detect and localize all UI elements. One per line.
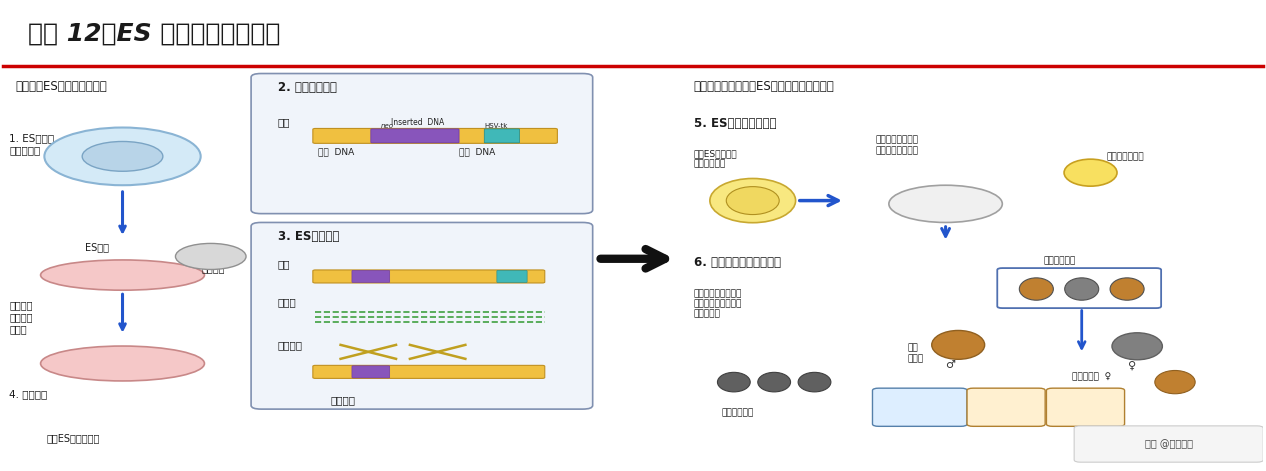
- Text: Egg: Egg: [1079, 402, 1093, 411]
- FancyBboxPatch shape: [496, 270, 527, 283]
- Text: HSV-tk: HSV-tk: [485, 123, 508, 130]
- Text: ♀: ♀: [1128, 360, 1137, 370]
- Text: 中靶基因: 中靶基因: [330, 395, 356, 405]
- Ellipse shape: [798, 373, 830, 392]
- Text: neo: neo: [381, 123, 394, 130]
- Text: ♂: ♂: [946, 360, 956, 370]
- Text: 图表 12：ES 细胞打靶技术流程: 图表 12：ES 细胞打靶技术流程: [28, 21, 280, 45]
- FancyBboxPatch shape: [872, 388, 967, 426]
- Ellipse shape: [758, 373, 790, 392]
- Text: 雄性嵌合体小鼠与野
生型小鼠交配获得基
因敲除小鼠: 雄性嵌合体小鼠与野 生型小鼠交配获得基 因敲除小鼠: [694, 289, 742, 319]
- FancyBboxPatch shape: [371, 129, 460, 143]
- Ellipse shape: [1112, 333, 1162, 360]
- Text: Sperm: Sperm: [903, 402, 928, 411]
- Text: 注射后的囊胚移植
到假孕小鼠子宫内: 注射后的囊胚移植 到假孕小鼠子宫内: [875, 136, 918, 155]
- Text: 载体: 载体: [277, 259, 290, 269]
- Text: 嵌合
体小鼠: 嵌合 体小鼠: [908, 343, 924, 363]
- FancyBboxPatch shape: [251, 73, 592, 214]
- Text: neo: neo: [356, 276, 368, 282]
- Circle shape: [82, 141, 163, 171]
- FancyBboxPatch shape: [313, 129, 557, 143]
- Text: 嵌合小鼠出生: 嵌合小鼠出生: [1044, 256, 1076, 266]
- FancyBboxPatch shape: [313, 365, 544, 378]
- Text: neo: neo: [356, 372, 368, 377]
- FancyBboxPatch shape: [485, 129, 519, 143]
- Text: 同源  DNA: 同源 DNA: [460, 147, 495, 156]
- Text: ES细胞: ES细胞: [85, 243, 109, 252]
- FancyBboxPatch shape: [352, 270, 390, 283]
- Text: 头条 @未来智库: 头条 @未来智库: [1144, 439, 1193, 449]
- Text: Egg: Egg: [999, 402, 1013, 411]
- Text: 野生型小鼠  ♀: 野生型小鼠 ♀: [1071, 373, 1110, 382]
- FancyBboxPatch shape: [313, 270, 544, 283]
- Text: 中靶ES细胞注射
到小鼠囊胚腔: 中靶ES细胞注射 到小鼠囊胚腔: [694, 149, 737, 169]
- Text: 靶基因: 靶基因: [277, 297, 296, 307]
- Text: 中靶ES细胞的扩增: 中靶ES细胞的扩增: [47, 433, 100, 443]
- Ellipse shape: [1019, 278, 1053, 300]
- Text: 4. 药物筛选: 4. 药物筛选: [9, 389, 47, 399]
- Text: 载体: 载体: [277, 117, 290, 127]
- Text: 5. ES细胞囊胚腔注射: 5. ES细胞囊胚腔注射: [694, 117, 776, 130]
- Text: 嵌合的内细胞团: 嵌合的内细胞团: [1106, 153, 1144, 162]
- Ellipse shape: [889, 185, 1003, 222]
- FancyBboxPatch shape: [1047, 388, 1124, 426]
- Ellipse shape: [932, 331, 985, 359]
- Circle shape: [44, 128, 201, 185]
- Circle shape: [176, 244, 246, 269]
- Ellipse shape: [1065, 278, 1099, 300]
- Text: 2. 打靶载体构建: 2. 打靶载体构建: [277, 81, 337, 94]
- Text: HSV-tk: HSV-tk: [491, 276, 515, 282]
- Ellipse shape: [1110, 278, 1144, 300]
- Ellipse shape: [1063, 159, 1117, 186]
- Ellipse shape: [727, 187, 779, 215]
- Text: 少量的细
胞携带中
靶基因: 少量的细 胞携带中 靶基因: [9, 300, 33, 334]
- Text: 3. ES细胞电转: 3. ES细胞电转: [277, 230, 339, 243]
- Ellipse shape: [41, 260, 204, 290]
- FancyBboxPatch shape: [1074, 426, 1263, 462]
- Text: Inserted  DNA: Inserted DNA: [391, 118, 444, 127]
- FancyBboxPatch shape: [967, 388, 1046, 426]
- Text: 第二步：从基因敲除ES细胞到基因敲除小鼠: 第二步：从基因敲除ES细胞到基因敲除小鼠: [694, 80, 834, 93]
- Text: 1. ES细胞的
分离与培养: 1. ES细胞的 分离与培养: [9, 133, 54, 154]
- Ellipse shape: [710, 179, 795, 223]
- FancyBboxPatch shape: [251, 222, 592, 409]
- Text: 同源重组: 同源重组: [277, 340, 303, 350]
- Ellipse shape: [1155, 371, 1195, 394]
- Text: 6. 嵌合小鼠的出生与繁育: 6. 嵌合小鼠的出生与繁育: [694, 256, 781, 269]
- Ellipse shape: [718, 373, 751, 392]
- FancyBboxPatch shape: [352, 366, 390, 378]
- Text: 基因敲除小鼠: 基因敲除小鼠: [722, 409, 753, 418]
- Text: 第一步：ES细胞的基因打靶: 第一步：ES细胞的基因打靶: [15, 80, 108, 93]
- Text: 同源  DNA: 同源 DNA: [318, 147, 354, 156]
- Text: 中靶基因: 中靶基因: [203, 263, 225, 274]
- Ellipse shape: [41, 346, 204, 381]
